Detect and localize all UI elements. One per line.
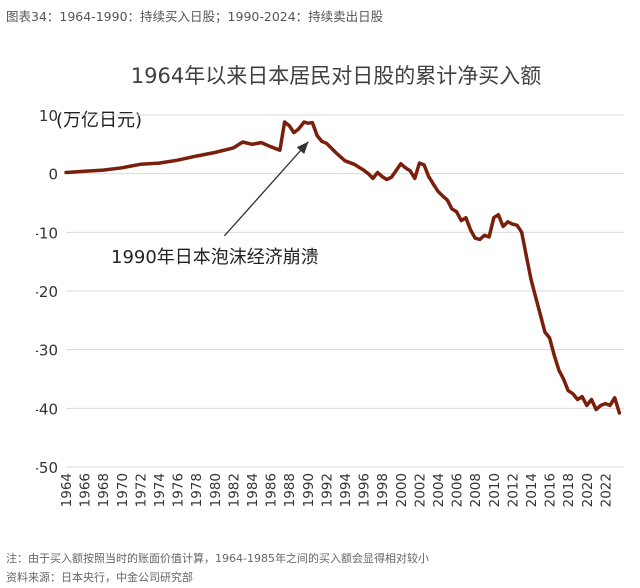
x-tick-label: 1982	[226, 473, 242, 507]
annotation-label: 1990年日本泡沫经济崩溃	[111, 247, 319, 268]
source-note: 资料来源：日本央行，中金公司研究部	[6, 571, 193, 584]
x-tick-label: 1998	[375, 473, 391, 507]
x-tick-label: 1964	[59, 473, 75, 507]
x-tick-label: 2016	[543, 473, 559, 507]
chart-title: 1964年以来日本居民对日股的累计净买入额	[130, 64, 542, 88]
y-tick-label: -30	[36, 342, 58, 360]
y-tick-label: -50	[36, 459, 58, 477]
y-tick-label: 10	[39, 107, 58, 125]
x-tick-label: 1980	[208, 473, 224, 507]
x-tick-label: 2008	[468, 473, 484, 507]
x-tick-label: 2018	[561, 473, 577, 507]
x-tick-label: 1988	[282, 473, 298, 507]
x-tick-label: 1972	[133, 473, 149, 507]
x-tick-label: 1986	[264, 473, 280, 507]
annotation-arrow-head	[296, 141, 309, 154]
annotation-arrow-line	[223, 141, 309, 237]
x-tick-label: 1978	[189, 473, 205, 507]
x-tick-label: 1984	[245, 473, 261, 507]
y-tick-label: -40	[36, 400, 58, 418]
x-tick-label: 1996	[357, 473, 373, 507]
x-tick-label: 2000	[394, 473, 410, 507]
y-tick-label: -10	[36, 224, 58, 242]
line-chart: 100-10-20-30-40-501964196619681970197219…	[36, 107, 624, 507]
x-tick-label: 2014	[524, 473, 540, 507]
x-tick-label: 2004	[431, 473, 447, 507]
y-tick-label: -20	[36, 283, 58, 301]
y-tick-label: 0	[48, 166, 58, 184]
x-tick-label: 1992	[319, 473, 335, 507]
x-tick-label: 1976	[171, 473, 187, 507]
x-tick-label: 2012	[505, 473, 521, 507]
figure-caption: 图表34：1964-1990：持续买入日股；1990-2024：持续卖出日股	[6, 9, 384, 24]
footnote: 注：由于买入额按照当时的账面价值计算，1964-1985年之间的买入额会显得相对…	[6, 552, 429, 565]
chart-container: 1964年以来日本居民对日股的累计净买入额 (万亿日元) 100-10-20-3…	[36, 40, 636, 545]
x-tick-label: 2006	[450, 473, 466, 507]
x-tick-label: 1994	[338, 473, 354, 507]
series-line	[64, 120, 622, 415]
x-tick-label: 2010	[487, 473, 503, 507]
x-tick-label: 2022	[598, 473, 614, 507]
x-tick-label: 1974	[152, 473, 168, 507]
x-tick-label: 1968	[96, 473, 112, 507]
x-tick-label: 2002	[412, 473, 428, 507]
x-tick-label: 2020	[580, 473, 596, 507]
x-tick-label: 1966	[78, 473, 94, 507]
x-tick-label: 1970	[115, 473, 131, 507]
x-tick-label: 1990	[301, 473, 317, 507]
